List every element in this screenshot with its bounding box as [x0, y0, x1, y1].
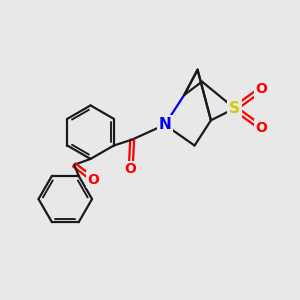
Text: O: O: [256, 121, 267, 135]
Text: O: O: [88, 173, 100, 187]
Text: O: O: [125, 162, 136, 176]
Text: O: O: [256, 82, 267, 96]
Text: S: S: [229, 101, 240, 116]
Text: N: N: [158, 117, 171, 132]
